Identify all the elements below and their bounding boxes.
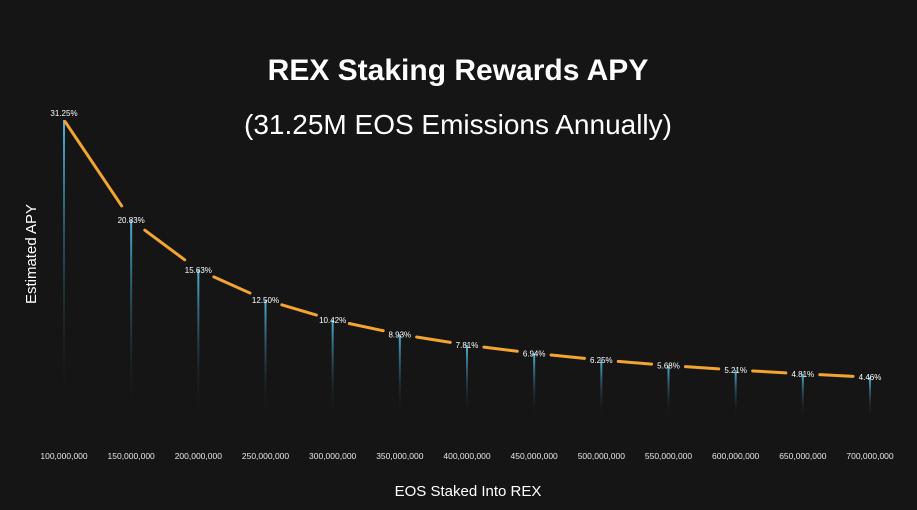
data-label: 31.25% bbox=[50, 109, 77, 118]
series-line-segment bbox=[143, 228, 187, 262]
drop-lines bbox=[63, 120, 871, 418]
x-tick-label: 550,000,000 bbox=[645, 451, 693, 461]
y-axis-title: Estimated APY bbox=[23, 204, 40, 304]
drop-line bbox=[533, 353, 536, 418]
series-line-segment bbox=[212, 275, 252, 295]
x-tick-label: 450,000,000 bbox=[511, 451, 559, 461]
x-tick-label: 150,000,000 bbox=[108, 451, 156, 461]
data-label: 6.25% bbox=[590, 356, 613, 365]
x-tick-label: 200,000,000 bbox=[175, 451, 223, 461]
series-line-segment bbox=[347, 322, 385, 333]
drop-line bbox=[264, 300, 267, 418]
data-label: 8.93% bbox=[388, 330, 411, 339]
drop-line bbox=[667, 365, 670, 418]
chart-subtitle: (31.25M EOS Emissions Annually) bbox=[244, 109, 672, 140]
x-tick-label: 600,000,000 bbox=[712, 451, 760, 461]
drop-line bbox=[130, 220, 133, 418]
data-label: 7.81% bbox=[456, 341, 479, 350]
data-label: 20.83% bbox=[118, 216, 145, 225]
data-label: 15.63% bbox=[185, 266, 212, 275]
data-label: 6.94% bbox=[523, 349, 546, 358]
series-line-segment bbox=[415, 335, 452, 344]
drop-line bbox=[869, 377, 871, 418]
x-tick-label: 500,000,000 bbox=[578, 451, 626, 461]
x-tick-label: 100,000,000 bbox=[40, 451, 88, 461]
drop-line bbox=[63, 120, 65, 418]
drop-line bbox=[801, 373, 804, 418]
drop-line bbox=[734, 369, 737, 418]
data-label: 10.42% bbox=[319, 316, 346, 325]
series-line-segment bbox=[549, 353, 586, 360]
series-line-segment bbox=[482, 345, 519, 353]
data-label: 5.21% bbox=[724, 366, 747, 375]
x-tick-label: 350,000,000 bbox=[376, 451, 424, 461]
x-tick-label: 250,000,000 bbox=[242, 451, 290, 461]
x-tick-label: 700,000,000 bbox=[846, 451, 894, 461]
series-line-segment bbox=[751, 369, 788, 375]
drop-line bbox=[466, 345, 468, 418]
drop-line bbox=[600, 360, 603, 418]
x-tick-label: 300,000,000 bbox=[309, 451, 357, 461]
chart-title: REX Staking Rewards APY bbox=[268, 54, 649, 87]
data-label: 4.81% bbox=[791, 370, 814, 379]
x-tick-label: 650,000,000 bbox=[779, 451, 827, 461]
apy-series bbox=[63, 120, 855, 378]
x-axis-ticks: 100,000,000 150,000,000 200,000,000 250,000… bbox=[40, 451, 894, 461]
data-label: 4.46% bbox=[859, 373, 882, 382]
x-tick-label: 400,000,000 bbox=[443, 451, 491, 461]
series-line-segment bbox=[63, 120, 124, 208]
series-line-segment bbox=[280, 303, 318, 317]
drop-line bbox=[398, 334, 401, 418]
drop-line bbox=[331, 319, 334, 418]
series-line-segment bbox=[818, 373, 855, 378]
series-line-segment bbox=[683, 365, 721, 371]
series-line-segment bbox=[616, 359, 654, 366]
data-labels: 31.25% 20.83% 15.63% 12.50% 10.42% 8.93% 7.81%… bbox=[50, 109, 881, 382]
x-axis-title: EOS Staked Into REX bbox=[395, 483, 542, 500]
data-label: 12.50% bbox=[252, 296, 279, 305]
data-label: 5.68% bbox=[657, 361, 680, 370]
drop-line bbox=[197, 269, 200, 418]
